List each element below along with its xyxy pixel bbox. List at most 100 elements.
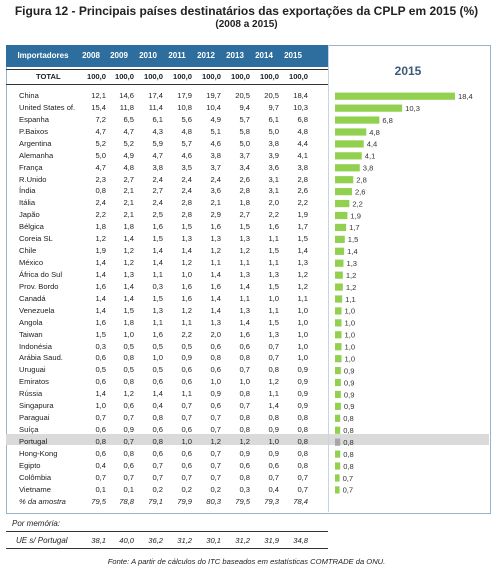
bar-coreia-sl bbox=[335, 235, 345, 243]
table-cell: 1,3 bbox=[239, 305, 250, 315]
table-cell: 1,0 bbox=[297, 353, 308, 363]
table-cell: 1,3 bbox=[268, 269, 279, 279]
bar-canad- bbox=[335, 295, 343, 303]
table-cell: 10,8 bbox=[177, 102, 192, 112]
bar-su-a bbox=[335, 426, 341, 434]
table-cell: 0,3 bbox=[152, 281, 163, 291]
table-cell: 1,4 bbox=[123, 281, 134, 291]
table-cell: 0,7 bbox=[152, 472, 163, 482]
table-cell: 6,5 bbox=[123, 114, 134, 124]
memo-cell: 34,8 bbox=[293, 536, 308, 545]
table-cell: 2,4 bbox=[181, 174, 192, 184]
bar-value-label: 1,7 bbox=[349, 223, 360, 232]
table-cell: 1,0 bbox=[181, 436, 192, 446]
table-cell: 2,4 bbox=[181, 186, 192, 196]
table-cell: 2,7 bbox=[152, 186, 163, 196]
table-cell: 0,5 bbox=[123, 365, 134, 375]
table-cell: 3,8 bbox=[268, 138, 279, 148]
bar-value-label: 2,8 bbox=[356, 176, 367, 185]
table-cell: 15,4 bbox=[91, 102, 106, 112]
table-cell: 1,2 bbox=[123, 389, 134, 399]
table-cell: 0,9 bbox=[297, 389, 308, 399]
table-cell: 1,6 bbox=[210, 222, 221, 232]
table-cell: 1,4 bbox=[210, 269, 221, 279]
table-cell: 0,7 bbox=[210, 472, 221, 482]
total-cell: 100,0 bbox=[143, 72, 163, 81]
row-label: Índia bbox=[19, 186, 36, 196]
total-cell: 100,0 bbox=[172, 72, 192, 81]
table-cell: 0,9 bbox=[181, 353, 192, 363]
table-cell: 4,8 bbox=[297, 126, 308, 136]
bar-portugal bbox=[335, 438, 341, 446]
row-label: Hong-Kong bbox=[19, 448, 58, 458]
table-cell: 1,9 bbox=[95, 246, 106, 256]
table-cell: 0,7 bbox=[268, 353, 279, 363]
table-cell: 1,3 bbox=[239, 269, 250, 279]
bar-alemanha bbox=[335, 152, 362, 160]
table-cell: 5,0 bbox=[239, 138, 250, 148]
table-cell: 2,4 bbox=[152, 198, 163, 208]
table-cell: 0,4 bbox=[95, 460, 106, 470]
figure-subtitle: (2008 a 2015) bbox=[215, 19, 278, 30]
table-cell: 18,4 bbox=[293, 91, 308, 100]
table-cell: 0,7 bbox=[297, 472, 308, 482]
row-label: United States of. bbox=[19, 102, 76, 112]
table-cell: 1,2 bbox=[210, 246, 221, 256]
bar--frica-do-sul bbox=[335, 271, 343, 279]
bar-r-ssia bbox=[335, 390, 341, 399]
bar-united-states-of- bbox=[335, 104, 403, 112]
amostra-cell: 78,8 bbox=[119, 496, 134, 506]
table-chart-divider bbox=[328, 45, 329, 512]
bar-value-label: 0,8 bbox=[343, 414, 354, 423]
table-cell: 0,6 bbox=[268, 460, 279, 470]
table-cell: 3,1 bbox=[268, 186, 279, 196]
table-cell: 9,7 bbox=[268, 102, 279, 112]
header-year-2008: 2008 bbox=[82, 51, 100, 60]
table-cell: 0,9 bbox=[239, 448, 250, 458]
table-cell: 0,8 bbox=[95, 186, 106, 196]
table-cell: 1,1 bbox=[181, 389, 192, 399]
header-year-2015: 2015 bbox=[284, 51, 302, 60]
table-cell: 3,6 bbox=[210, 186, 221, 196]
table-cell: 0,8 bbox=[95, 436, 106, 446]
memo-row-label: UE s/ Portugal bbox=[16, 536, 68, 545]
row-label: Suíça bbox=[19, 425, 39, 435]
table-cell: 1,4 bbox=[95, 293, 106, 303]
table-cell: 0,5 bbox=[95, 365, 106, 375]
table-cell: 0,8 bbox=[123, 353, 134, 363]
bar-vietname bbox=[335, 486, 340, 494]
table-cell: 0,8 bbox=[297, 425, 308, 435]
table-cell: 0,9 bbox=[297, 365, 308, 375]
bar-value-label: 2,2 bbox=[352, 199, 363, 208]
table-cell: 0,7 bbox=[181, 401, 192, 411]
amostra-cell: 79,9 bbox=[177, 496, 192, 506]
table-cell: 1,5 bbox=[152, 234, 163, 244]
table-cell: 1,0 bbox=[268, 436, 279, 446]
table-cell: 3,5 bbox=[181, 162, 192, 172]
bar-value-label: 6,8 bbox=[382, 116, 393, 125]
row-label: Vietname bbox=[19, 484, 51, 494]
table-cell: 0,6 bbox=[152, 377, 163, 387]
source-note: Fonte: A partir de cálculos do ITC basea… bbox=[107, 557, 386, 566]
bar-value-label: 0,7 bbox=[343, 486, 354, 495]
bar-value-label: 0,7 bbox=[343, 474, 354, 483]
bar-jap-o bbox=[335, 211, 348, 220]
table-cell: 1,2 bbox=[297, 281, 308, 291]
row-label: P.Baixos bbox=[19, 126, 48, 136]
row-label: Taiwan bbox=[19, 329, 43, 339]
table-cell: 0,6 bbox=[239, 341, 250, 351]
table-cell: 0,8 bbox=[152, 413, 163, 423]
bar-value-label: 1,0 bbox=[345, 343, 356, 352]
table-cell: 4,7 bbox=[152, 150, 163, 160]
table-cell: 1,4 bbox=[95, 389, 106, 399]
table-cell: 5,0 bbox=[95, 150, 106, 160]
table-cell: 1,1 bbox=[239, 293, 250, 303]
bar-value-label: 1,2 bbox=[346, 283, 357, 292]
row-label: México bbox=[19, 258, 44, 268]
table-cell: 3,1 bbox=[268, 174, 279, 184]
table-cell: 0,8 bbox=[297, 436, 308, 446]
table-cell: 2,4 bbox=[152, 174, 163, 184]
bar-singapura bbox=[335, 402, 341, 410]
table-cell: 4,6 bbox=[181, 150, 192, 160]
row-label: Egipto bbox=[19, 460, 41, 470]
